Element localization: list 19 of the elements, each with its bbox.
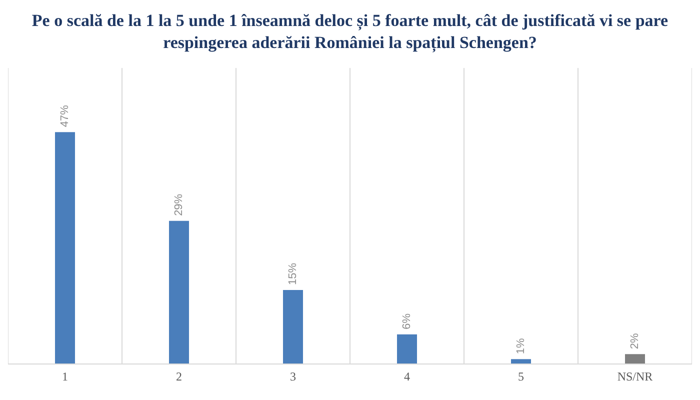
x-tick-label: NS/NR <box>617 370 653 384</box>
data-label: 29% <box>173 194 185 216</box>
chart-title: Pe o scală de la 1 la 5 unde 1 înseamnă deloc și 5 foarte mult, cât de justificată vi se pare respingerea aderării României la spațiul Schengen? <box>30 10 670 54</box>
bar <box>169 220 189 364</box>
data-label: 2% <box>629 333 641 350</box>
data-label: 47% <box>59 104 71 128</box>
bar <box>397 334 417 364</box>
x-tick-label: 3 <box>290 370 296 384</box>
bar <box>55 132 75 364</box>
x-tick-label: 2 <box>176 370 182 384</box>
x-tick-label: 1 <box>62 370 68 384</box>
bar <box>511 359 531 364</box>
x-tick-label: 4 <box>404 370 410 384</box>
data-label: 1% <box>515 338 527 354</box>
data-label: 15% <box>287 262 299 285</box>
bar <box>283 290 303 364</box>
data-label: 6% <box>401 313 413 330</box>
x-tick-label: 5 <box>518 370 524 384</box>
bar <box>625 354 645 364</box>
